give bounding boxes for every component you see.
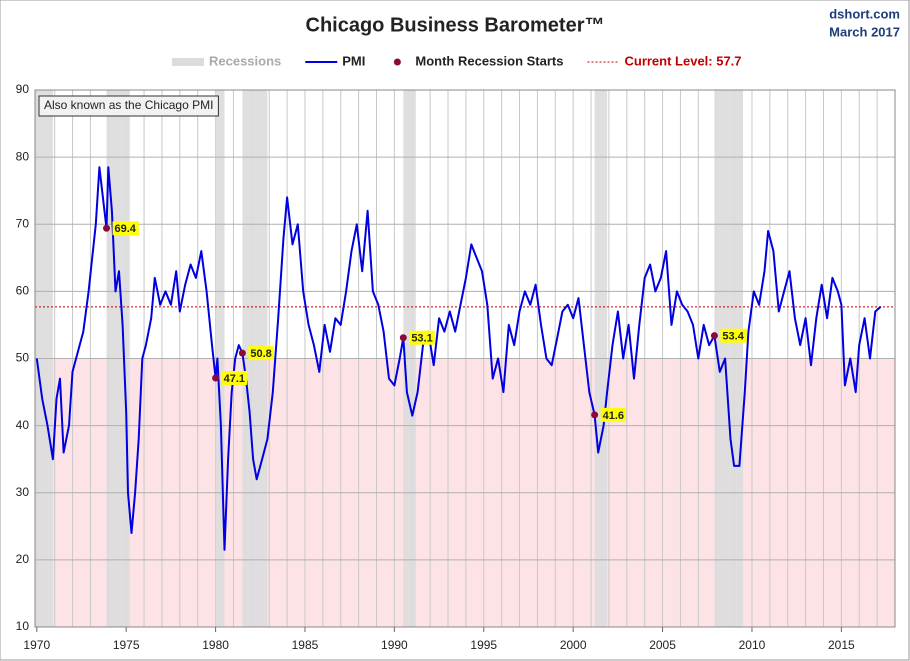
recession-start-marker (710, 332, 718, 340)
y-tick-label: 30 (16, 485, 30, 499)
y-tick-label: 20 (16, 552, 30, 566)
value-label-bg (409, 330, 435, 345)
annotation: Also known as the Chicago PMI (44, 98, 213, 112)
source: dshort.com (829, 6, 900, 21)
y-tick-label: 60 (16, 284, 30, 298)
recession-start-marker (399, 334, 407, 342)
value-label: 41.6 (603, 410, 624, 422)
value-label-bg (720, 328, 747, 343)
y-tick-label: 80 (16, 149, 30, 163)
legend-swatch (393, 58, 401, 66)
value-label-bg (600, 407, 627, 422)
y-tick-label: 90 (16, 82, 30, 96)
y-tick-label: 70 (16, 216, 30, 230)
plot-frame (34, 89, 896, 628)
recession-start-marker (238, 349, 246, 357)
x-tick-label: 1990 (381, 638, 408, 652)
x-tick-label: 2000 (560, 638, 587, 652)
date: March 2017 (829, 24, 900, 39)
recession-start-marker (591, 411, 599, 419)
annotation-box (38, 95, 219, 117)
value-label: 53.4 (722, 331, 744, 343)
x-tick-label: 1970 (23, 638, 50, 652)
y-tick-label: 50 (16, 351, 30, 365)
x-tick-label: 2010 (739, 638, 766, 652)
value-label-bg (248, 346, 274, 361)
value-label-bg (112, 221, 139, 236)
value-label: 53.1 (411, 333, 432, 345)
value-label: 47.1 (224, 373, 245, 385)
x-tick-label: 1985 (292, 638, 319, 652)
value-label: 69.4 (115, 223, 137, 235)
legend-label: PMI (342, 53, 365, 68)
recession-start-marker (212, 374, 220, 382)
y-tick-label: 10 (16, 619, 30, 633)
legend-label: Month Recession Starts (415, 53, 563, 68)
legend-label: Recessions (209, 53, 281, 68)
legend-swatch (172, 58, 204, 66)
x-tick-label: 1995 (470, 638, 497, 652)
x-tick-label: 2015 (828, 638, 855, 652)
chart-title: Chicago Business Barometer™ (306, 14, 605, 36)
legend-label: Current Level: 57.7 (624, 53, 741, 68)
x-tick-label: 1980 (202, 638, 229, 652)
x-tick-label: 2005 (649, 638, 676, 652)
value-label: 50.8 (250, 348, 271, 360)
y-tick-label: 40 (16, 418, 30, 432)
value-label-bg (221, 370, 248, 385)
recession-start-marker (103, 224, 111, 232)
x-tick-label: 1975 (113, 638, 140, 652)
